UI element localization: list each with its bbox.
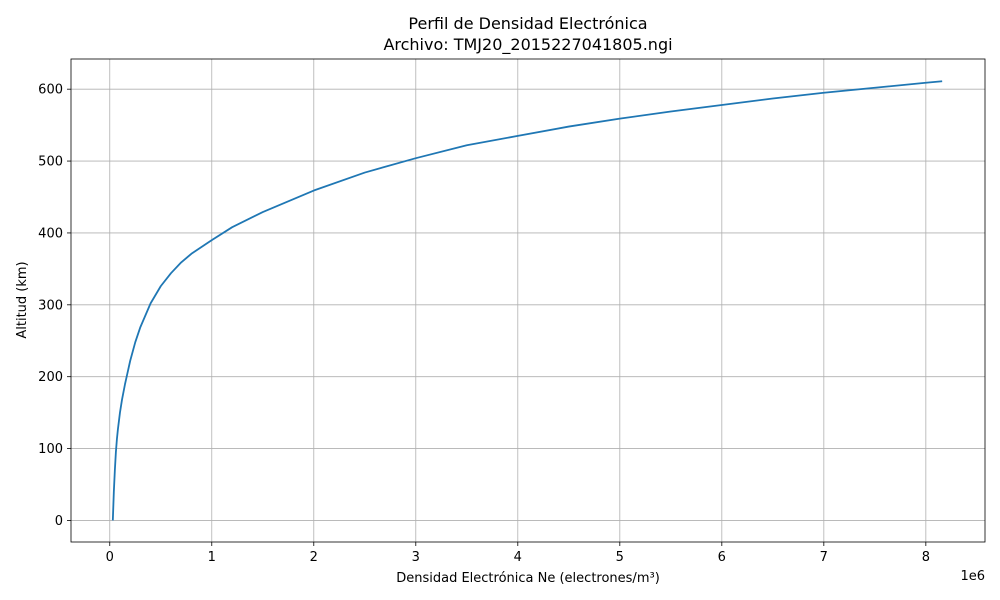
plot-series <box>111 80 943 521</box>
x-tick-label: 4 <box>514 550 522 565</box>
x-tick-label: 3 <box>412 550 420 565</box>
y-tick-label: 0 <box>55 514 63 529</box>
x-axis-offset-label: 1e6 <box>960 569 985 584</box>
y-tick-label: 100 <box>38 442 63 457</box>
x-tick-label: 0 <box>106 550 114 565</box>
y-tick-label: 600 <box>38 83 63 98</box>
y-axis-ticks: 0 100 200 300 400 500 600 <box>38 83 71 529</box>
x-axis-ticks: 0 1 2 3 4 5 6 7 8 <box>106 542 930 565</box>
y-tick-label: 200 <box>38 370 63 385</box>
plot-frame <box>70 58 986 543</box>
x-tick-label: 2 <box>310 550 318 565</box>
density-profile-line <box>111 80 943 521</box>
grid-lines <box>71 59 985 542</box>
y-tick-label: 500 <box>38 155 63 170</box>
x-tick-label: 6 <box>718 550 726 565</box>
y-tick-label: 400 <box>38 226 63 241</box>
y-axis-label: Altitud (km) <box>15 261 30 338</box>
y-tick-label: 300 <box>38 298 63 313</box>
chart-title: Perfil de Densidad Electrónica <box>408 14 647 33</box>
x-tick-label: 7 <box>820 550 828 565</box>
x-tick-label: 8 <box>922 550 930 565</box>
chart-subtitle: Archivo: TMJ20_2015227041805.ngi <box>383 35 672 55</box>
x-tick-label: 5 <box>616 550 624 565</box>
x-axis-label: Densidad Electrónica Ne (electrones/m³) <box>396 571 660 586</box>
x-tick-label: 1 <box>208 550 216 565</box>
